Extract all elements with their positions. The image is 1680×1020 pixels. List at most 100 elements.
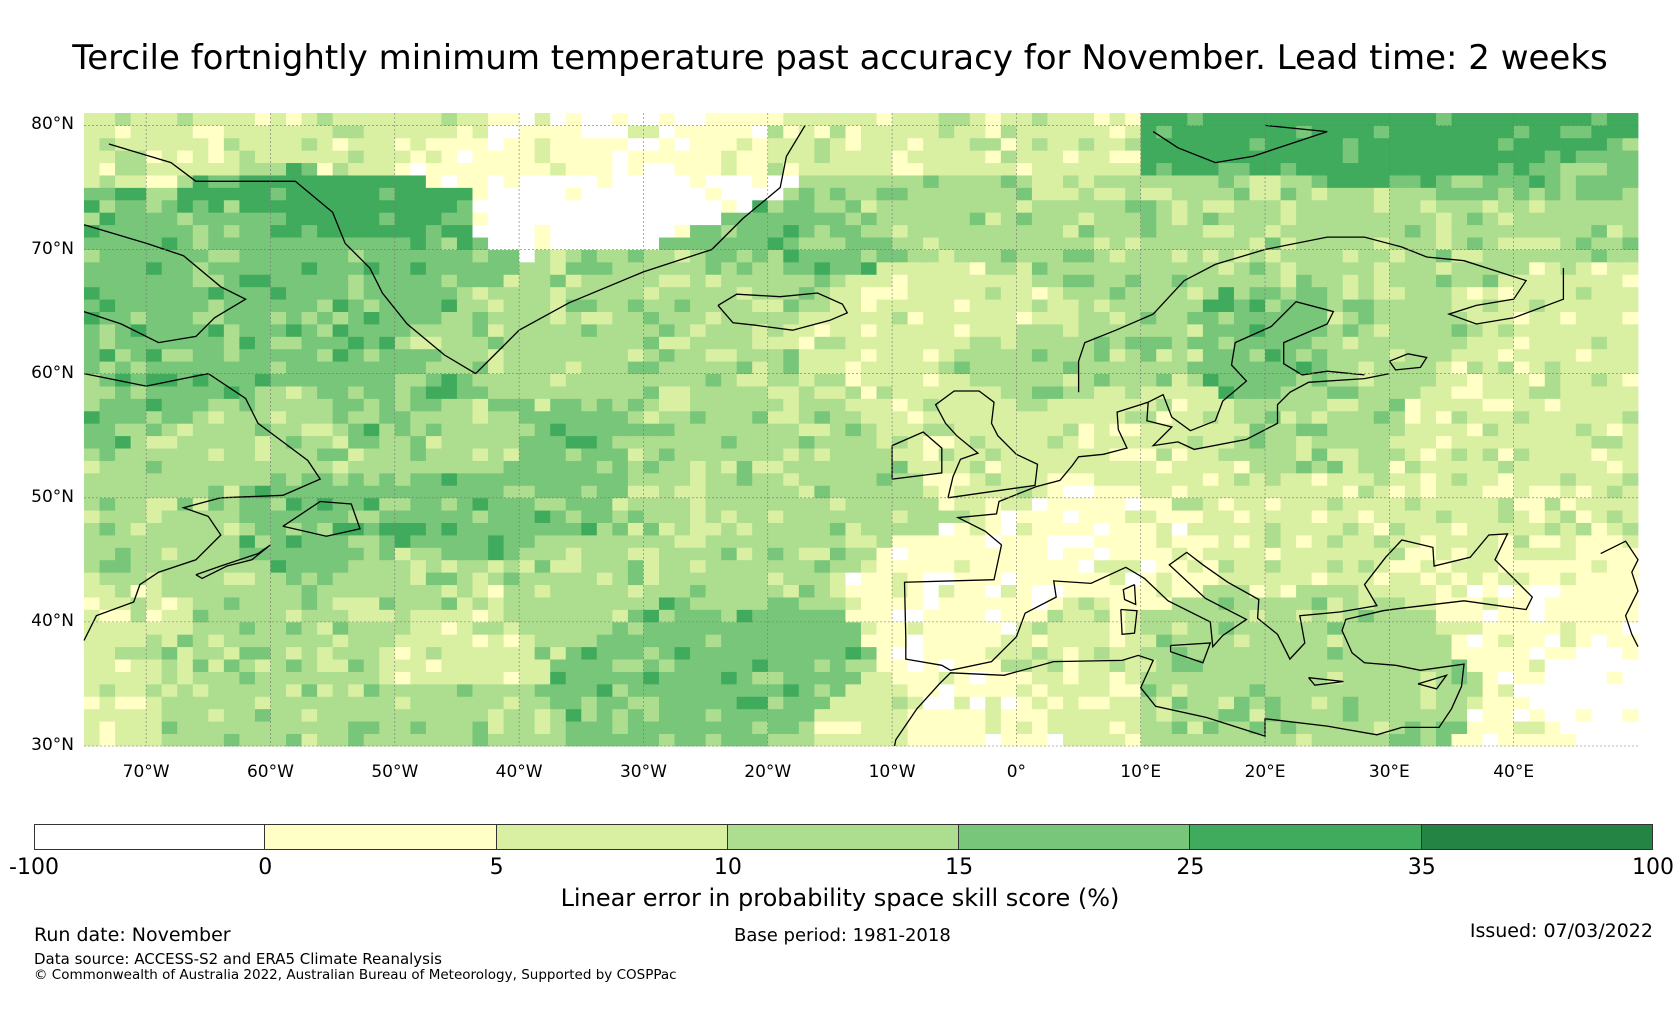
skill-cell — [1047, 361, 1064, 375]
skill-cell — [1622, 199, 1639, 213]
skill-cell — [627, 249, 644, 263]
skill-cell — [705, 175, 722, 188]
skill-cell — [1078, 696, 1095, 710]
skill-cell — [1233, 683, 1250, 697]
skill-cell — [146, 572, 163, 586]
skill-cell — [1140, 485, 1157, 499]
skill-cell — [596, 410, 613, 424]
skill-cell — [1156, 274, 1173, 288]
skill-cell — [596, 448, 613, 461]
skill-cell — [115, 485, 132, 499]
skill-cell — [192, 311, 209, 325]
skill-cell — [503, 212, 520, 226]
skill-cell — [1451, 199, 1468, 213]
skill-cell — [286, 237, 302, 250]
skill-cell — [550, 584, 567, 598]
skill-cell — [208, 361, 225, 375]
skill-cell — [1031, 274, 1048, 288]
skill-cell — [1482, 150, 1499, 164]
skill-cell — [1342, 224, 1359, 238]
skill-cell — [456, 460, 473, 474]
skill-cell — [177, 150, 194, 164]
skill-cell — [658, 510, 675, 523]
skill-cell — [1171, 212, 1188, 226]
skill-cell — [1451, 125, 1468, 139]
skill-cell — [1094, 621, 1111, 635]
skill-cell — [317, 274, 334, 288]
skill-cell — [705, 522, 722, 536]
skill-cell — [1078, 472, 1095, 486]
skill-cell — [1467, 597, 1483, 610]
skill-cell — [721, 435, 738, 449]
skill-cell — [1544, 721, 1561, 734]
skill-cell — [550, 609, 567, 623]
skill-cell — [348, 721, 365, 734]
skill-cell — [721, 721, 738, 734]
skill-cell — [829, 572, 846, 586]
skill-cell — [892, 361, 909, 375]
skill-cell — [1544, 212, 1561, 226]
skill-cell — [1451, 634, 1468, 648]
skill-cell — [1094, 609, 1111, 623]
skill-cell — [798, 448, 815, 461]
skill-cell — [270, 212, 287, 226]
skill-cell — [1078, 423, 1095, 437]
skill-cell — [1078, 324, 1095, 337]
skill-cell — [441, 286, 458, 300]
skill-cell — [1529, 485, 1546, 499]
skill-cell — [969, 249, 986, 263]
skill-cell — [736, 733, 753, 747]
skill-cell — [332, 708, 349, 722]
skill-cell — [814, 721, 831, 734]
skill-cell — [301, 398, 318, 412]
skill-cell — [643, 199, 660, 213]
skill-cell — [876, 410, 893, 424]
skill-cell — [1467, 398, 1483, 412]
skill-cell — [503, 150, 520, 164]
skill-cell — [534, 733, 551, 747]
skill-cell — [985, 721, 1002, 734]
skill-cell — [767, 435, 784, 449]
skill-cell — [1187, 261, 1204, 275]
skill-cell — [1358, 733, 1375, 747]
skill-cell — [861, 137, 877, 151]
skill-cell — [192, 187, 209, 201]
skill-cell — [1000, 485, 1017, 499]
skill-cell — [332, 646, 349, 660]
skill-cell — [923, 249, 940, 263]
skill-cell — [534, 212, 551, 226]
skill-cell — [1094, 584, 1111, 598]
skill-cell — [363, 572, 380, 586]
skill-cell — [1358, 373, 1375, 387]
skill-cell — [658, 609, 675, 623]
skill-cell — [643, 733, 660, 747]
skill-cell — [1202, 696, 1219, 710]
skill-cell — [596, 398, 613, 412]
skill-cell — [146, 212, 163, 226]
skill-cell — [379, 696, 396, 710]
skill-cell — [1513, 485, 1530, 499]
skill-cell — [1202, 497, 1219, 511]
skill-cell — [876, 324, 893, 337]
skill-cell — [534, 572, 551, 586]
skill-cell — [1482, 597, 1499, 610]
skill-cell — [1218, 125, 1235, 139]
skill-cell — [1265, 212, 1281, 226]
skill-cell — [876, 671, 893, 685]
skill-cell — [239, 386, 256, 399]
skill-cell — [379, 175, 396, 188]
skill-cell — [767, 137, 784, 151]
skill-cell — [690, 199, 706, 213]
skill-cell — [192, 472, 209, 486]
skill-cell — [1498, 125, 1515, 139]
skill-cell — [1606, 572, 1623, 586]
skill-cell — [286, 510, 302, 523]
skill-cell — [565, 510, 582, 523]
skill-cell — [534, 249, 551, 263]
skill-cell — [892, 175, 909, 188]
skill-cell — [223, 162, 240, 176]
skill-cell — [752, 448, 769, 461]
skill-cell — [1575, 386, 1592, 399]
skill-cell — [1420, 485, 1437, 499]
skill-cell — [534, 671, 551, 685]
